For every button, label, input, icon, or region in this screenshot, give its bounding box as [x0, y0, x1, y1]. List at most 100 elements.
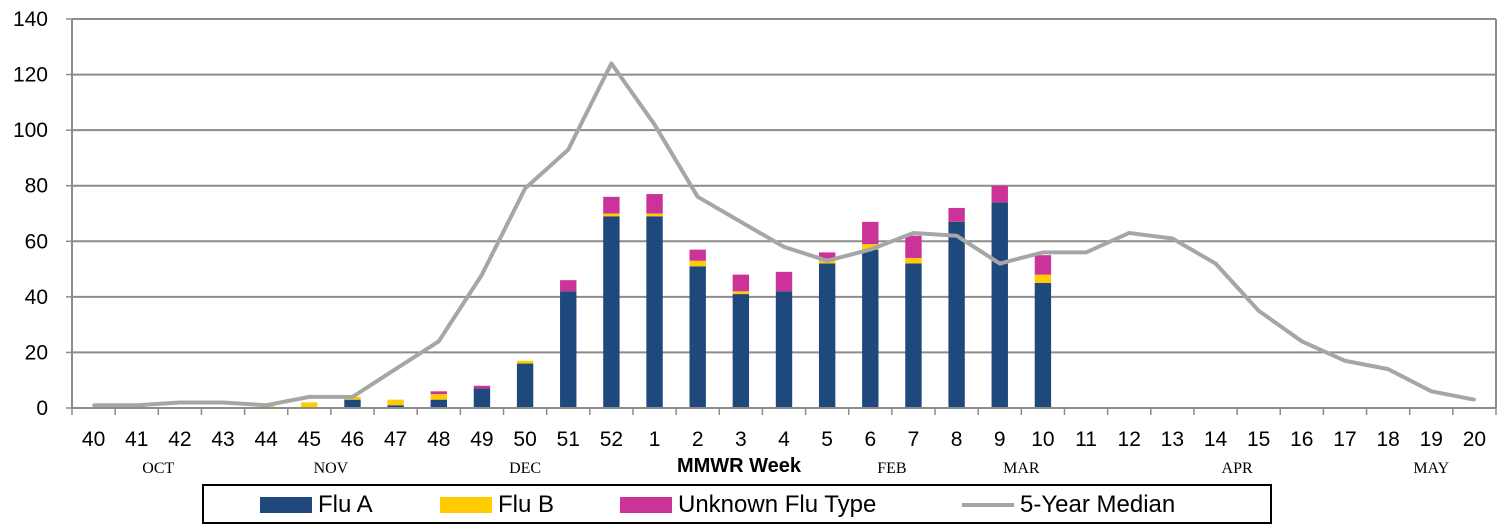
bar-flu-b [387, 399, 404, 406]
x-tick-label: 9 [994, 428, 1006, 451]
bar-flu-a [775, 291, 793, 408]
bar-unknown-flu-type [991, 185, 1008, 203]
x-tick-label: 19 [1420, 428, 1443, 451]
legend-item-flu-a: Flu A [260, 490, 373, 520]
median-point [221, 400, 225, 404]
x-tick-label: 40 [82, 428, 105, 451]
bar-flu-a [516, 363, 534, 408]
legend-item-unknown-flu-type: Unknown Flu Type [620, 490, 876, 520]
bar-flu-b [301, 402, 318, 408]
median-point [350, 395, 354, 399]
legend-swatch-flu-a [260, 497, 312, 513]
bar-unknown-flu-type [775, 271, 793, 292]
x-tick-label: 4 [778, 428, 790, 451]
bar-unknown-flu-type [732, 274, 750, 292]
bar-flu-b [732, 291, 750, 295]
median-point [1041, 250, 1045, 254]
x-tick-label: 46 [341, 428, 364, 451]
y-tick-labels: 0 20 40 60 80 100 120 140 [13, 8, 48, 420]
x-tick-label: 1 [649, 428, 661, 451]
bar-flu-a [991, 202, 1008, 408]
x-tick-label: 15 [1247, 428, 1270, 451]
bar-flu-a [646, 216, 663, 408]
bar-unknown-flu-type [646, 194, 663, 214]
y-tick-label: 20 [25, 341, 48, 364]
median-point [307, 395, 311, 399]
median-point [825, 259, 829, 263]
median-point [437, 339, 441, 343]
bar-unknown-flu-type [603, 196, 620, 214]
x-tick-label: 18 [1376, 428, 1399, 451]
bar-unknown-flu-type [1034, 255, 1052, 275]
bar-unknown-flu-type [948, 207, 965, 222]
bar-unknown-flu-type [862, 221, 879, 245]
x-tick-label: 14 [1204, 428, 1228, 451]
median-point [1429, 389, 1433, 393]
median-point [782, 245, 786, 249]
x-tick-label: 45 [298, 428, 321, 451]
median-point [92, 403, 96, 407]
month-label: FEB [877, 460, 906, 477]
y-tick-label: 80 [25, 175, 48, 198]
x-tick-label: 48 [427, 428, 450, 451]
legend-line-5-year-median [962, 503, 1014, 507]
x-tick-label: 16 [1290, 428, 1313, 451]
bar-flu-a [344, 399, 361, 408]
median-point [264, 403, 268, 407]
x-tick-label: 17 [1333, 428, 1356, 451]
bar-flu-a [473, 388, 491, 408]
x-tick-label: 10 [1031, 428, 1054, 451]
median-point [998, 262, 1002, 266]
bar-flu-b [905, 257, 922, 264]
y-tick-label: 60 [25, 230, 48, 253]
legend-item-flu-b: Flu B [440, 490, 554, 520]
median-point [178, 400, 182, 404]
median-point [1300, 339, 1304, 343]
median-point [911, 231, 915, 235]
y-tick-label: 120 [13, 64, 48, 87]
bar-unknown-flu-type [473, 385, 491, 389]
bar-unknown-flu-type [818, 252, 836, 261]
x-tick-label: 47 [384, 428, 407, 451]
legend: Flu A Flu B Unknown Flu Type 5-Year Medi… [202, 484, 1272, 524]
bar-flu-a [862, 249, 879, 408]
bar-flu-a [732, 294, 750, 408]
median-point [1343, 359, 1347, 363]
x-tick-label: 20 [1463, 428, 1486, 451]
median-point [1084, 250, 1088, 254]
median-point [1127, 231, 1131, 235]
y-tick-label: 0 [36, 397, 48, 420]
y-tick-label: 100 [13, 119, 48, 142]
x-tick-label: 7 [908, 428, 920, 451]
median-point [1386, 367, 1390, 371]
bar-flu-a [387, 405, 404, 408]
x-tick-label: 50 [513, 428, 536, 451]
bar-unknown-flu-type [905, 235, 922, 258]
median-point [480, 273, 484, 277]
x-tick-label: 6 [864, 428, 876, 451]
median-point [1257, 309, 1261, 313]
month-label: MAR [1003, 460, 1040, 477]
x-tick-labels: 40 41 42 43 44 45 46 47 48 49 50 51 52 1 2 3 4 5 6 7 8 9 10 11 1… [82, 428, 1486, 451]
legend-item-5-year-median: 5-Year Median [962, 490, 1175, 520]
bar-flu-b [862, 244, 879, 250]
gridlines [72, 18, 1496, 354]
legend-swatch-unknown-flu-type [620, 497, 672, 513]
bar-flu-b [689, 260, 706, 267]
month-label: APR [1222, 460, 1253, 477]
bar-flu-b [603, 213, 620, 217]
bar-unknown-flu-type [430, 391, 447, 395]
y-tick-label: 140 [13, 8, 48, 31]
y-tick-label: 40 [25, 286, 48, 309]
median-point [1472, 398, 1476, 402]
bar-flu-a [818, 263, 836, 408]
legend-label-unknown-flu-type: Unknown Flu Type [678, 491, 877, 518]
bar-flu-a [948, 221, 965, 408]
x-tick-label: 8 [951, 428, 963, 451]
median-point [523, 186, 527, 190]
bar-flu-b [430, 394, 447, 400]
median-point [739, 220, 743, 224]
median-point [394, 367, 398, 371]
month-label: DEC [509, 460, 541, 477]
